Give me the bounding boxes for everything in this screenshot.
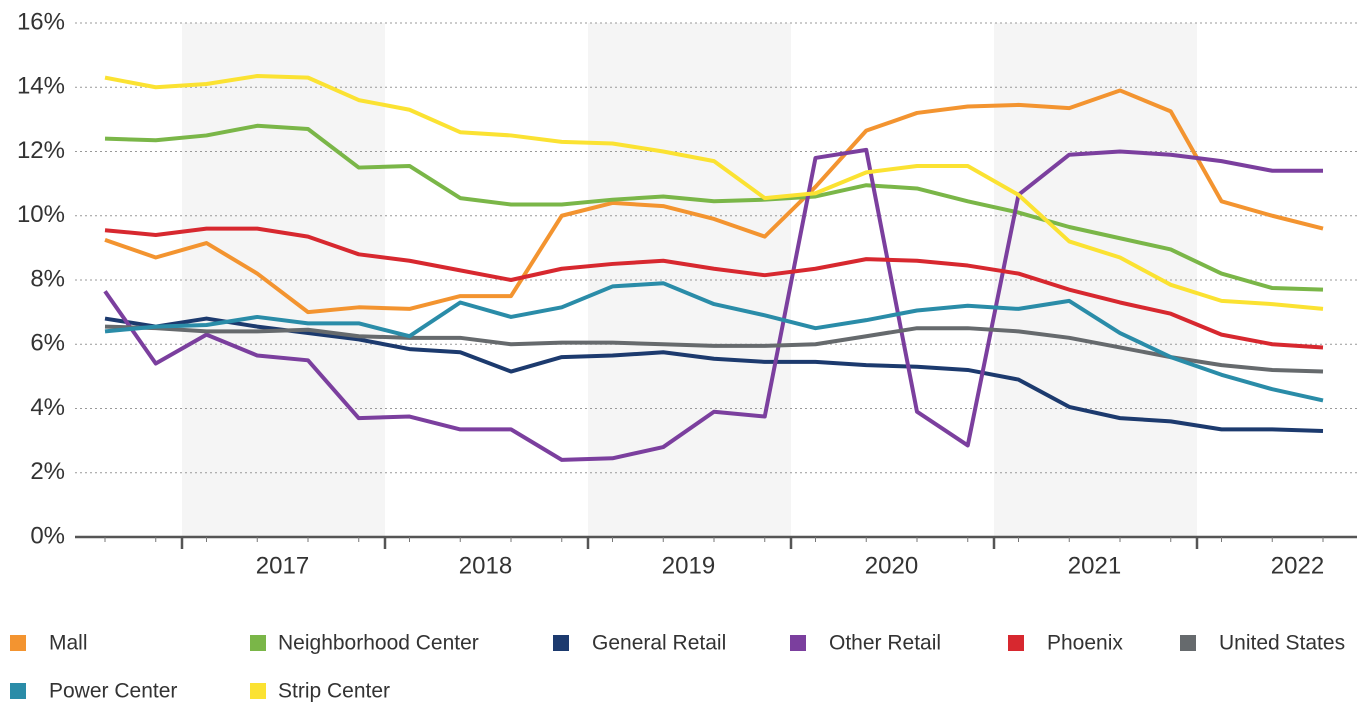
y-tick-label: 8% <box>30 265 65 292</box>
legend-label: Other Retail <box>829 632 941 655</box>
legend-label: Strip Center <box>278 680 390 703</box>
legend-label: United States <box>1219 632 1345 655</box>
legend-swatch <box>553 635 569 651</box>
x-tick-label: 2021 <box>1068 552 1121 579</box>
x-tick-label: 2020 <box>865 552 918 579</box>
x-tick-label: 2017 <box>256 552 309 579</box>
legend-swatch <box>250 635 266 651</box>
legend-label: Phoenix <box>1047 632 1123 655</box>
series-line <box>104 226 1324 350</box>
legend-swatch <box>1008 635 1024 651</box>
legend-swatch <box>10 635 26 651</box>
series-line <box>104 123 1324 292</box>
x-tick-label: 2022 <box>1271 552 1324 579</box>
y-tick-label: 6% <box>30 330 65 357</box>
x-tick-label: 2019 <box>662 552 715 579</box>
legend-label: Neighborhood Center <box>278 632 479 655</box>
legend-swatch <box>250 683 266 699</box>
legend-label: Power Center <box>49 680 177 703</box>
y-tick-label: 12% <box>17 137 65 164</box>
y-tick-label: 2% <box>30 458 65 485</box>
y-tick-label: 14% <box>17 73 65 100</box>
legend-swatch <box>10 683 26 699</box>
x-tick-label: 2018 <box>459 552 512 579</box>
series-line <box>103 147 1323 462</box>
series-line <box>104 316 1324 433</box>
series-line <box>104 74 1324 311</box>
series-line <box>104 281 1324 403</box>
y-tick-label: 16% <box>17 8 65 35</box>
series-line <box>104 88 1324 315</box>
legend-label: General Retail <box>592 632 726 655</box>
y-tick-label: 4% <box>30 394 65 421</box>
legend-swatch <box>790 635 806 651</box>
y-tick-label: 10% <box>17 201 65 228</box>
series-line <box>104 324 1324 374</box>
legend-label: Mall <box>49 632 88 655</box>
legend-swatch <box>1180 635 1196 651</box>
y-tick-label: 0% <box>30 522 65 549</box>
